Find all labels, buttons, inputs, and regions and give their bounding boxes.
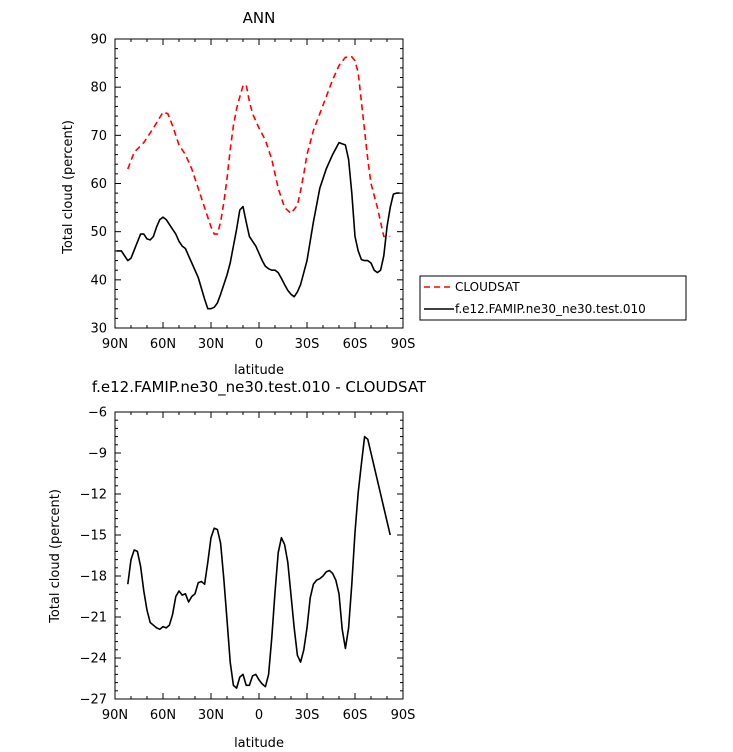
top-ylabel: Total cloud (percent) — [61, 120, 76, 255]
bottom-xtick-label: 60N — [150, 708, 176, 723]
bottom-ylabel: Total cloud (percent) — [48, 489, 63, 624]
bottom-ytick-label: −12 — [80, 488, 107, 503]
bottom-xtick-label: 30S — [295, 708, 320, 723]
legend: CLOUDSAT f.e12.FAMIP.ne30_ne30.test.010 — [419, 275, 687, 321]
bottom-ytick-label: −21 — [80, 611, 107, 626]
top-xtick-label: 30N — [198, 337, 224, 352]
top-ytick-label: 90 — [90, 33, 107, 48]
bottom-plot-frame — [114, 411, 404, 700]
legend-label-model: f.e12.FAMIP.ne30_ne30.test.010 — [455, 302, 646, 316]
bottom-series-line-0 — [127, 435, 391, 689]
bottom-xtick-label: 30N — [198, 708, 224, 723]
bottom-title: f.e12.FAMIP.ne30_ne30.test.010 - CLOUDSA… — [92, 378, 427, 397]
top-panel: ANN Total cloud (percent) latitude 90N 60… — [61, 9, 415, 378]
top-xtick-label: 60S — [343, 337, 368, 352]
bottom-ytick-label: −15 — [80, 529, 107, 544]
bottom-xtick-label: 0 — [255, 708, 263, 723]
top-ytick-label: 40 — [90, 273, 107, 288]
top-ytick-label: 50 — [90, 225, 107, 240]
bottom-ytick-label: −9 — [88, 447, 107, 462]
bottom-ytick-label: −27 — [80, 693, 107, 708]
bottom-ytick-label: −24 — [80, 652, 107, 667]
top-xtick-label: 90S — [391, 337, 416, 352]
top-ytick-label: 70 — [90, 129, 107, 144]
bottom-panel: f.e12.FAMIP.ne30_ne30.test.010 - CLOUDSA… — [48, 378, 427, 751]
bottom-ytick-label: −6 — [88, 406, 107, 421]
top-ytick-label: 30 — [90, 322, 107, 337]
bottom-ytick-label: −18 — [80, 570, 107, 585]
top-xlabel: latitude — [234, 363, 284, 378]
bottom-xtick-label: 90S — [391, 708, 416, 723]
top-xtick-label: 0 — [255, 337, 263, 352]
top-plot-frame — [114, 38, 404, 329]
top-ytick-label: 60 — [90, 177, 107, 192]
bottom-xtick-label: 60S — [343, 708, 368, 723]
top-series-line-0 — [127, 56, 391, 238]
bottom-xlabel: latitude — [234, 736, 284, 751]
top-series-line-1 — [116, 141, 400, 310]
top-xtick-label: 60N — [150, 337, 176, 352]
legend-box — [419, 275, 687, 321]
top-ytick-label: 80 — [90, 81, 107, 96]
legend-label-cloudsat: CLOUDSAT — [455, 280, 520, 294]
top-xtick-label: 90N — [102, 337, 128, 352]
bottom-xtick-label: 90N — [102, 708, 128, 723]
top-xtick-label: 30S — [295, 337, 320, 352]
top-title: ANN — [243, 9, 276, 27]
